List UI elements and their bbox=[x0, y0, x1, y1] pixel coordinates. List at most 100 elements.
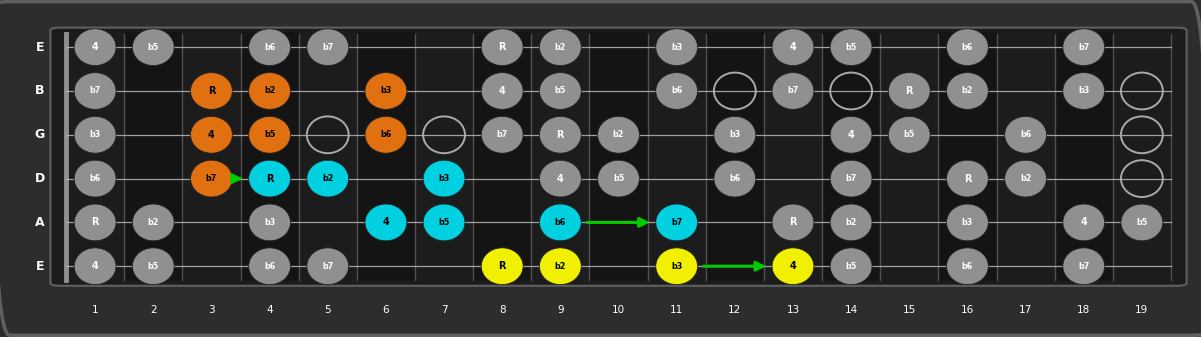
Text: b6: b6 bbox=[264, 43, 275, 52]
Text: b2: b2 bbox=[322, 174, 334, 183]
Text: b7: b7 bbox=[1078, 262, 1089, 271]
Ellipse shape bbox=[539, 116, 581, 153]
Ellipse shape bbox=[830, 29, 872, 66]
Ellipse shape bbox=[482, 116, 524, 153]
Text: b7: b7 bbox=[1078, 43, 1089, 52]
Text: b5: b5 bbox=[1136, 218, 1147, 227]
Text: b2: b2 bbox=[846, 218, 856, 227]
Ellipse shape bbox=[423, 204, 465, 241]
Text: b6: b6 bbox=[381, 130, 392, 139]
Text: R: R bbox=[789, 217, 796, 227]
Text: b3: b3 bbox=[729, 130, 741, 139]
Ellipse shape bbox=[946, 160, 988, 197]
Ellipse shape bbox=[365, 72, 407, 110]
Text: 4: 4 bbox=[208, 130, 215, 140]
Text: b3: b3 bbox=[438, 174, 449, 183]
Text: 4: 4 bbox=[383, 217, 389, 227]
FancyBboxPatch shape bbox=[50, 28, 1187, 286]
Ellipse shape bbox=[830, 204, 872, 241]
Text: 4: 4 bbox=[498, 86, 506, 96]
Text: 11: 11 bbox=[670, 305, 683, 315]
Text: b3: b3 bbox=[671, 43, 682, 52]
Text: 7: 7 bbox=[441, 305, 447, 315]
Text: R: R bbox=[556, 130, 564, 140]
Text: B: B bbox=[35, 85, 44, 97]
Text: 3: 3 bbox=[208, 305, 215, 315]
Ellipse shape bbox=[249, 160, 291, 197]
Text: b7: b7 bbox=[788, 87, 799, 95]
Text: 8: 8 bbox=[498, 305, 506, 315]
Ellipse shape bbox=[191, 72, 232, 110]
Text: R: R bbox=[963, 174, 972, 184]
Text: 12: 12 bbox=[728, 305, 741, 315]
Ellipse shape bbox=[249, 116, 291, 153]
Bar bbox=[706, 32, 764, 281]
Text: b7: b7 bbox=[496, 130, 508, 139]
Ellipse shape bbox=[132, 204, 174, 241]
Text: b5: b5 bbox=[148, 43, 159, 52]
Text: b5: b5 bbox=[613, 174, 625, 183]
Text: E: E bbox=[35, 260, 44, 273]
Ellipse shape bbox=[539, 204, 581, 241]
Text: b2: b2 bbox=[264, 87, 275, 95]
Text: 1: 1 bbox=[91, 305, 98, 315]
Text: b2: b2 bbox=[1020, 174, 1032, 183]
Ellipse shape bbox=[656, 29, 698, 66]
Text: 6: 6 bbox=[383, 305, 389, 315]
Ellipse shape bbox=[423, 160, 465, 197]
Text: 16: 16 bbox=[961, 305, 974, 315]
Text: 13: 13 bbox=[787, 305, 800, 315]
Text: 4: 4 bbox=[557, 174, 563, 184]
Text: b7: b7 bbox=[322, 262, 334, 271]
Text: b6: b6 bbox=[555, 218, 566, 227]
Text: b7: b7 bbox=[846, 174, 856, 183]
Text: b6: b6 bbox=[1020, 130, 1032, 139]
Ellipse shape bbox=[889, 72, 931, 110]
Ellipse shape bbox=[539, 160, 581, 197]
Text: R: R bbox=[265, 174, 274, 184]
Text: b7: b7 bbox=[671, 218, 682, 227]
Text: 19: 19 bbox=[1135, 305, 1148, 315]
Text: D: D bbox=[35, 172, 44, 185]
Text: b6: b6 bbox=[264, 262, 275, 271]
Ellipse shape bbox=[249, 248, 291, 285]
Text: b3: b3 bbox=[264, 218, 275, 227]
Text: b5: b5 bbox=[148, 262, 159, 271]
Text: b7: b7 bbox=[205, 174, 217, 183]
Ellipse shape bbox=[656, 204, 698, 241]
Text: R: R bbox=[208, 86, 215, 96]
Ellipse shape bbox=[1063, 248, 1105, 285]
Text: b6: b6 bbox=[962, 43, 973, 52]
Ellipse shape bbox=[946, 72, 988, 110]
Ellipse shape bbox=[830, 116, 872, 153]
Text: b5: b5 bbox=[846, 262, 856, 271]
Ellipse shape bbox=[482, 29, 524, 66]
Ellipse shape bbox=[1063, 72, 1105, 110]
Ellipse shape bbox=[539, 72, 581, 110]
Text: b2: b2 bbox=[555, 262, 566, 271]
Ellipse shape bbox=[713, 160, 755, 197]
Ellipse shape bbox=[772, 204, 814, 241]
Ellipse shape bbox=[539, 29, 581, 66]
Text: R: R bbox=[91, 217, 98, 227]
Text: A: A bbox=[35, 216, 44, 229]
Ellipse shape bbox=[306, 160, 348, 197]
Ellipse shape bbox=[598, 160, 639, 197]
Ellipse shape bbox=[772, 248, 814, 285]
Text: b6: b6 bbox=[90, 174, 101, 183]
Text: b5: b5 bbox=[438, 218, 449, 227]
Text: b3: b3 bbox=[1078, 87, 1089, 95]
Ellipse shape bbox=[772, 72, 814, 110]
Text: 14: 14 bbox=[844, 305, 858, 315]
Text: b3: b3 bbox=[671, 262, 682, 271]
Ellipse shape bbox=[249, 29, 291, 66]
Ellipse shape bbox=[713, 116, 755, 153]
Text: b2: b2 bbox=[555, 43, 566, 52]
Ellipse shape bbox=[365, 116, 407, 153]
Ellipse shape bbox=[482, 72, 524, 110]
Text: E: E bbox=[35, 41, 44, 54]
Text: 4: 4 bbox=[789, 42, 796, 52]
Ellipse shape bbox=[74, 204, 116, 241]
Bar bbox=[1054, 32, 1113, 281]
Ellipse shape bbox=[365, 204, 407, 241]
